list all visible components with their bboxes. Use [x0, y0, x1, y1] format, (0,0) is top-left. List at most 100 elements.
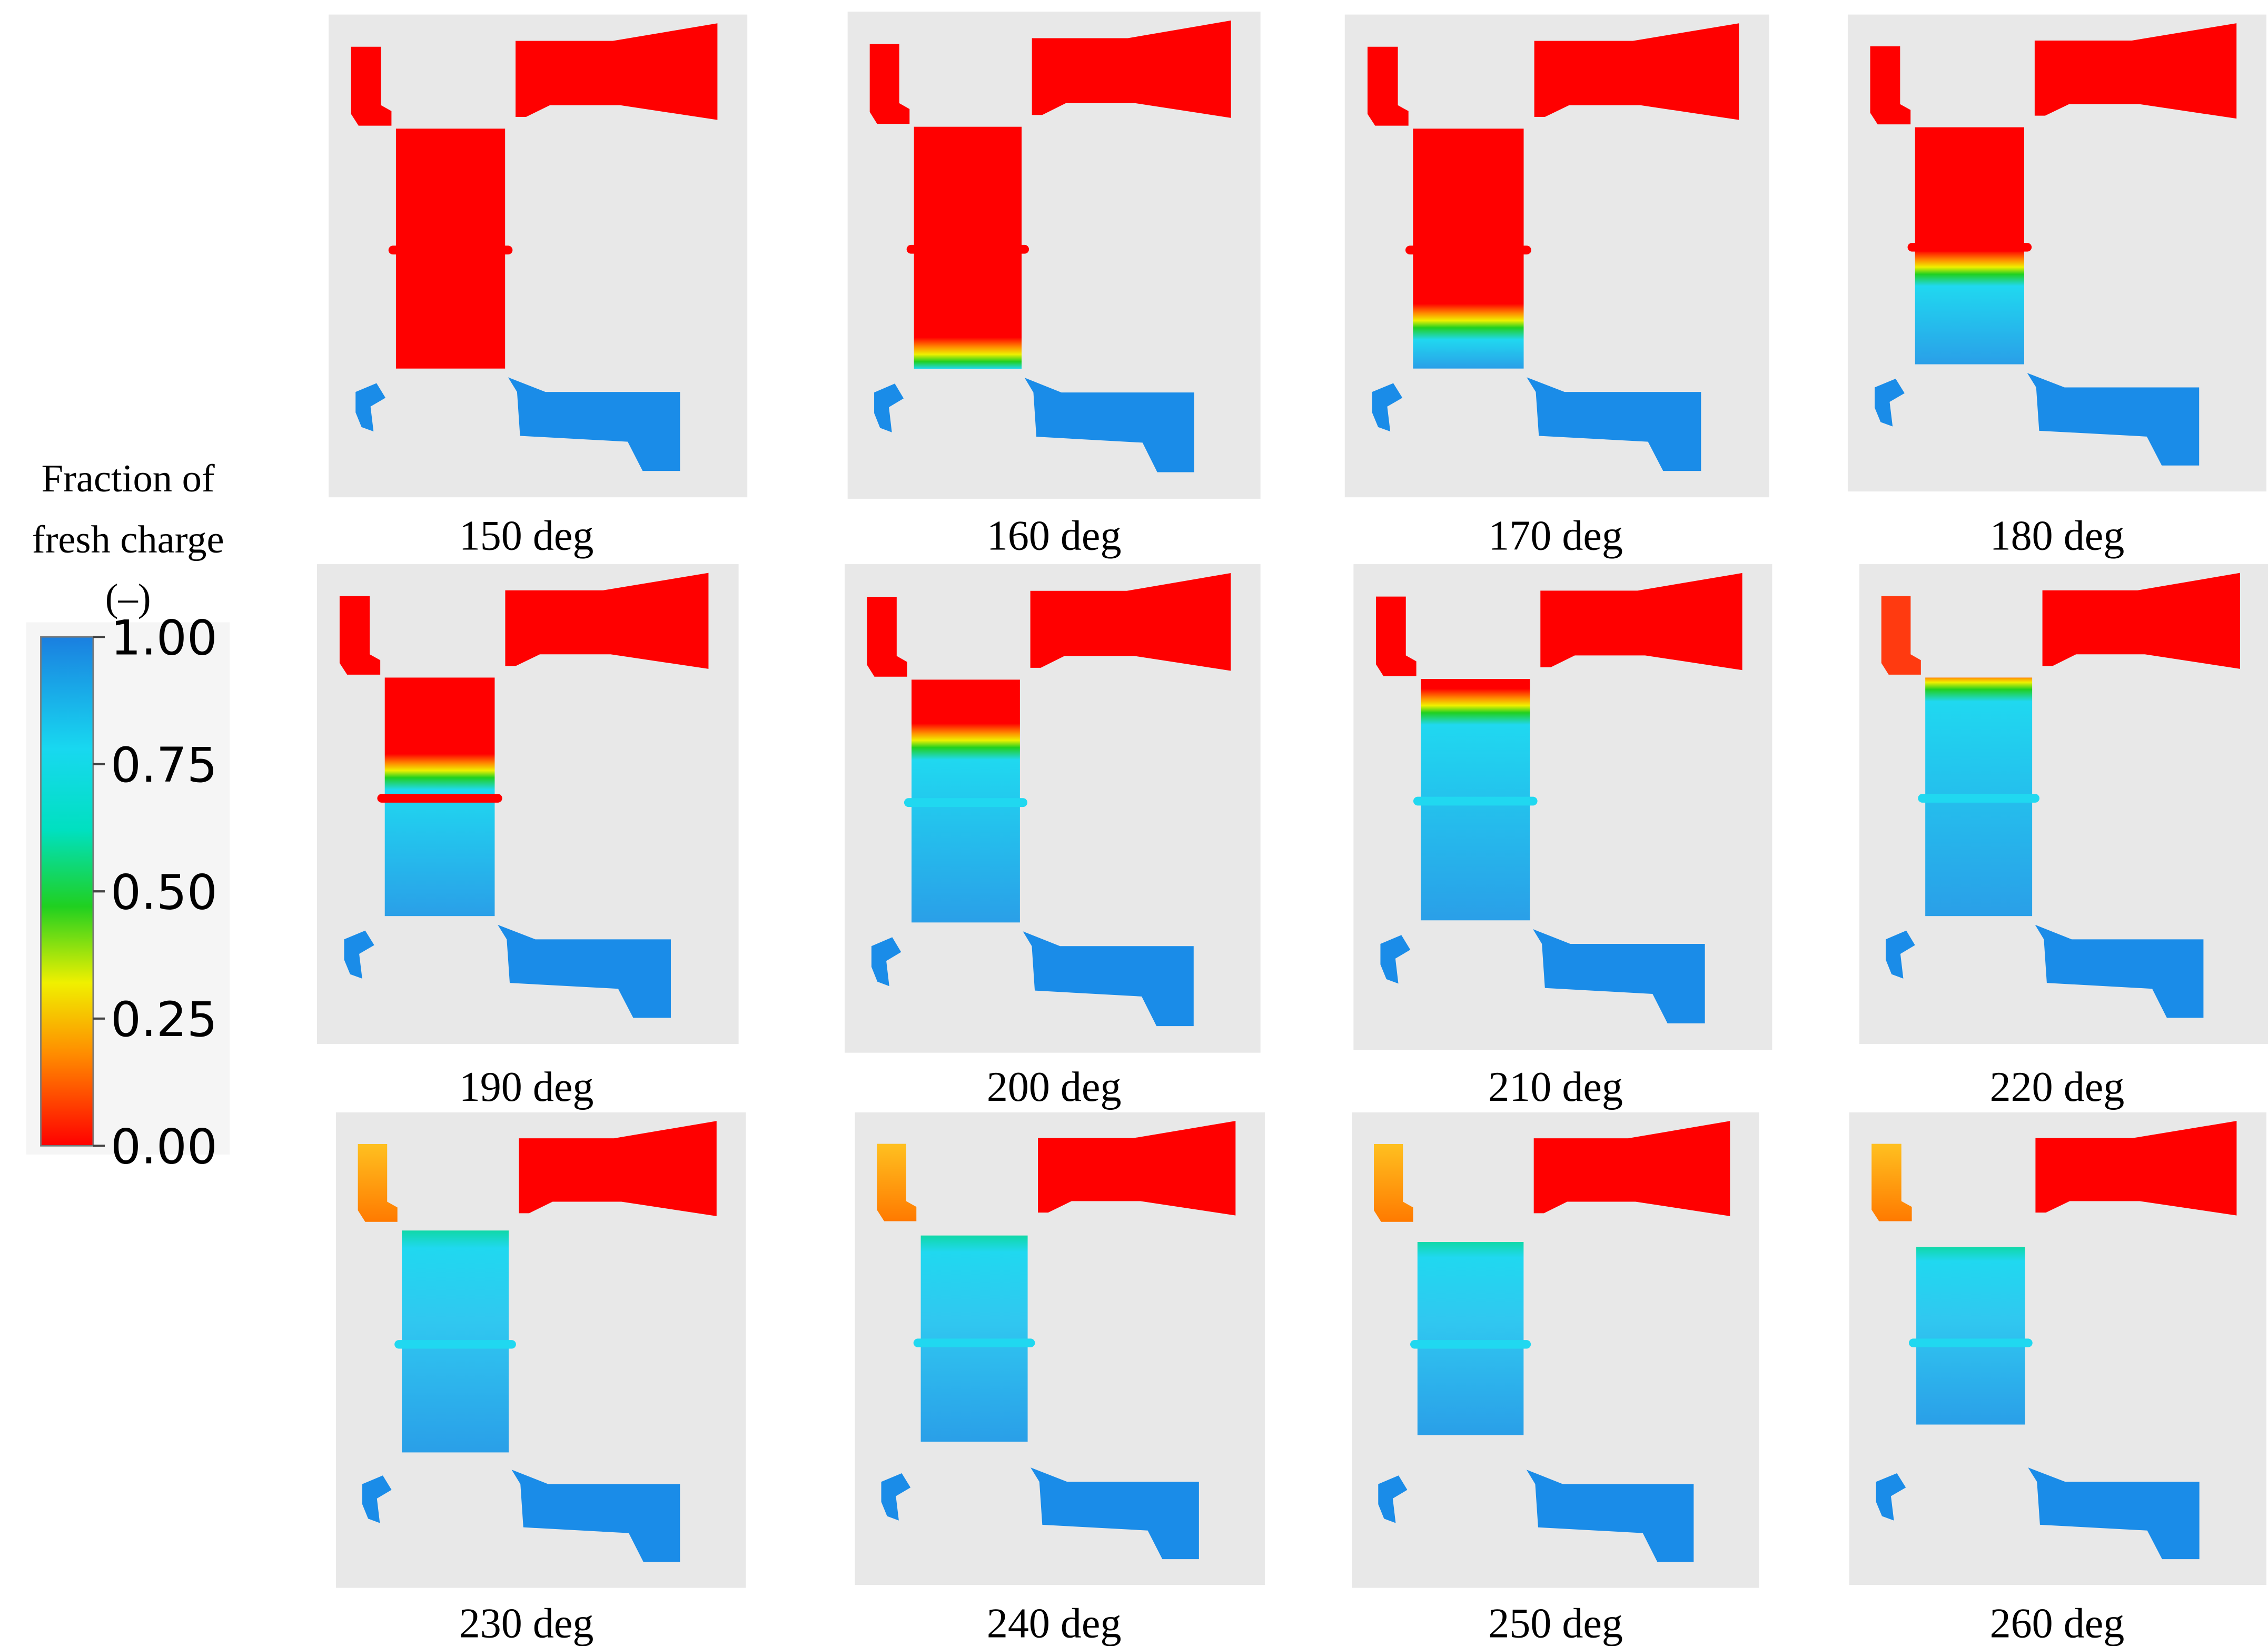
engine-section — [877, 1121, 1236, 1560]
intake-duct — [2027, 373, 2200, 466]
ring-land — [394, 1340, 516, 1349]
panel-label: 180 deg — [1990, 513, 2125, 559]
ring-land — [388, 245, 513, 255]
colorbar-tick-label: 0.00 — [111, 1119, 217, 1175]
intake-duct — [1023, 931, 1194, 1027]
exhaust-pipe — [1540, 573, 1742, 671]
engine-section — [1881, 573, 2240, 1018]
legend-title: Fraction of — [42, 457, 215, 500]
transfer-duct — [358, 1144, 398, 1222]
exhaust-pipe — [519, 1121, 717, 1216]
colorbar-tick-label: 0.50 — [111, 864, 217, 920]
engine-section — [1367, 23, 1739, 471]
engine-section — [351, 23, 718, 471]
panel-label: 210 deg — [1488, 1064, 1623, 1110]
engine-section — [1870, 23, 2237, 466]
exhaust-pipe — [1032, 20, 1231, 118]
intake-port — [344, 930, 374, 979]
transfer-duct — [1881, 596, 1921, 675]
panel-label: 200 deg — [987, 1064, 1122, 1110]
transfer-duct — [867, 596, 907, 677]
transfer-duct — [351, 46, 392, 126]
cylinder — [1417, 1242, 1524, 1435]
ring-land — [377, 794, 502, 803]
panel-label: 170 deg — [1488, 513, 1623, 559]
exhaust-pipe — [505, 573, 709, 669]
transfer-duct — [1373, 1144, 1413, 1222]
intake-duct — [1527, 377, 1701, 471]
transfer-duct — [869, 44, 910, 124]
intake-duct — [511, 1470, 680, 1562]
panel-label: 150 deg — [459, 513, 594, 559]
exhaust-pipe — [2034, 23, 2237, 119]
engine-section — [1871, 1121, 2237, 1560]
panel-label: 260 deg — [1990, 1600, 2125, 1646]
snapshot-panel: 150 deg — [329, 14, 748, 559]
intake-port — [362, 1475, 392, 1523]
engine-section — [358, 1121, 717, 1562]
snapshot-panel: 250 deg — [1352, 1112, 1759, 1646]
colorbar-legend: Fraction of fresh charge (–) 1.00 0.75 0.5… — [26, 457, 230, 1175]
intake-duct — [498, 924, 671, 1018]
intake-port — [1380, 935, 1411, 984]
exhaust-pipe — [1038, 1121, 1236, 1216]
snapshot-panel: 200 deg — [845, 564, 1261, 1110]
transfer-duct — [1367, 46, 1409, 126]
intake-duct — [2028, 1467, 2200, 1560]
snapshot-panel: 190 deg — [317, 564, 739, 1110]
ring-land — [1405, 245, 1531, 255]
ring-land — [1918, 794, 2040, 803]
intake-duct — [1533, 929, 1705, 1023]
exhaust-pipe — [516, 23, 718, 120]
exhaust-pipe — [2035, 1121, 2237, 1216]
ring-land — [906, 244, 1029, 254]
intake-port — [874, 383, 904, 432]
ring-land — [1908, 1338, 2033, 1347]
engine-section — [869, 20, 1231, 472]
transfer-duct — [339, 596, 381, 675]
intake-port — [355, 383, 386, 432]
snapshot-panel: 160 deg — [847, 12, 1261, 559]
exhaust-pipe — [2042, 573, 2240, 669]
transfer-duct — [1870, 46, 1911, 125]
snapshot-panel: 230 deg — [335, 1112, 746, 1646]
intake-duct — [508, 377, 680, 471]
intake-port — [1372, 383, 1403, 432]
intake-duct — [2035, 924, 2204, 1018]
snapshot-panel: 220 deg — [1859, 564, 2268, 1110]
colorbar-tick-label: 0.25 — [111, 992, 217, 1048]
engine-section — [339, 573, 709, 1018]
panel-label: 250 deg — [1488, 1600, 1623, 1646]
colorbar — [40, 636, 94, 1147]
intake-port — [1876, 1473, 1906, 1521]
snapshot-panel: 180 deg — [1847, 14, 2267, 559]
transfer-duct — [1871, 1144, 1912, 1221]
snapshot-panel: 210 deg — [1353, 564, 1772, 1110]
engine-section — [1375, 573, 1742, 1023]
intake-duct — [1024, 378, 1194, 472]
exhaust-pipe — [1533, 1121, 1730, 1216]
intake-port — [1875, 379, 1905, 427]
ring-land — [913, 1338, 1035, 1347]
engine-section — [1373, 1121, 1730, 1562]
ring-land — [1907, 243, 2032, 252]
intake-port — [1378, 1475, 1408, 1523]
ring-land — [1413, 796, 1538, 806]
snapshot-panel: 260 deg — [1849, 1112, 2267, 1646]
ring-land — [1410, 1340, 1531, 1349]
intake-port — [871, 937, 902, 987]
panel-label: 190 deg — [459, 1064, 594, 1110]
panel-label: 240 deg — [987, 1600, 1122, 1646]
panel-label: 230 deg — [459, 1600, 594, 1646]
colorbar-tick-label: 0.75 — [111, 737, 217, 793]
intake-duct — [1526, 1470, 1694, 1562]
snapshot-panel: 170 deg — [1344, 14, 1769, 559]
legend-title: (–) — [105, 576, 151, 619]
exhaust-pipe — [1030, 573, 1231, 671]
ring-land — [904, 798, 1027, 807]
legend-title: fresh charge — [32, 518, 224, 561]
intake-port — [881, 1473, 911, 1521]
panel-label: 220 deg — [1990, 1064, 2125, 1110]
